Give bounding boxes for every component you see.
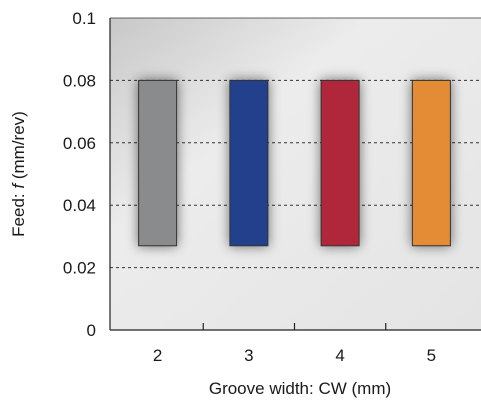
y-tick-label: 0.08 [63,71,96,90]
x-axis-label: Groove width: CW (mm) [209,379,391,398]
y-tick-label: 0.04 [63,196,96,215]
bars [138,79,451,247]
x-tick-label: 4 [335,346,344,365]
bar [320,79,360,247]
x-tick-label: 5 [427,346,436,365]
y-tick-label: 0.06 [63,134,96,153]
y-axis-label: Feed: f (mm/rev) [9,111,28,237]
y-tick-label: 0.02 [63,259,96,278]
y-tick-label: 0 [87,321,96,340]
bar [411,79,451,247]
x-tick-label: 2 [153,346,162,365]
axes [109,18,481,331]
bar [229,79,269,247]
y-tick-label: 0.1 [72,9,96,28]
bar [138,79,178,247]
y-tick-labels: 0 0.02 0.04 0.06 0.08 0.1 [63,9,96,340]
x-tick-label: 3 [244,346,253,365]
x-tick-labels: 2 3 4 5 [153,346,436,365]
